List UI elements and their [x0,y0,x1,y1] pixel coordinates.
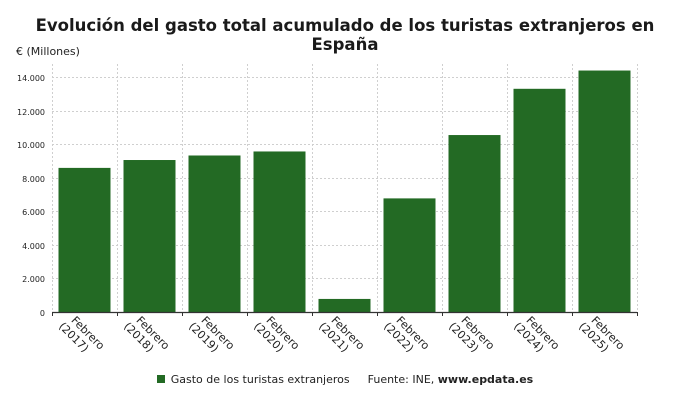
bar [513,88,566,312]
x-tick-label: Febrero(2017) [56,311,107,362]
y-tick-label: 4.000 [22,242,45,251]
x-tick-label: Febrero(2023) [446,311,497,362]
chart-title: Evolución del gasto total acumulado de l… [35,16,655,54]
x-tick-label: Febrero(2022) [381,311,432,362]
source-link[interactable]: www.epdata.es [437,373,534,386]
y-tick-label: 10.000 [17,141,45,150]
legend: Gasto de los turistas extranjeros Fuente:… [0,373,690,386]
bar [578,70,631,313]
source-label: Fuente: INE, [367,373,435,386]
bar-layer [58,70,631,313]
legend-series-label: Gasto de los turistas extranjeros [170,373,350,386]
x-tick-label: Febrero(2024) [511,311,562,362]
y-tick-label: 14.000 [17,74,45,83]
x-tick-label: Febrero(2025) [576,311,627,362]
y-tick-label: 0 [40,309,45,318]
bar [188,155,241,312]
x-tick-label: Febrero(2020) [251,311,302,362]
y-tick-label: 12.000 [17,108,45,117]
y-tick-label: 8.000 [22,175,45,184]
y-tick-label: 2.000 [22,275,45,284]
x-tick-label: Febrero(2019) [186,311,237,362]
bar [58,167,111,312]
bar [318,298,371,312]
y-axis-unit-label: € (Millones) [16,45,80,58]
bar [253,151,306,312]
y-tick-label: 6.000 [22,208,45,217]
bar [383,198,436,312]
x-tick-label: Febrero(2018) [121,311,172,362]
legend-swatch [156,375,165,383]
bar [123,160,176,312]
bar [448,135,501,312]
x-tick-label: Febrero(2021) [316,311,367,362]
